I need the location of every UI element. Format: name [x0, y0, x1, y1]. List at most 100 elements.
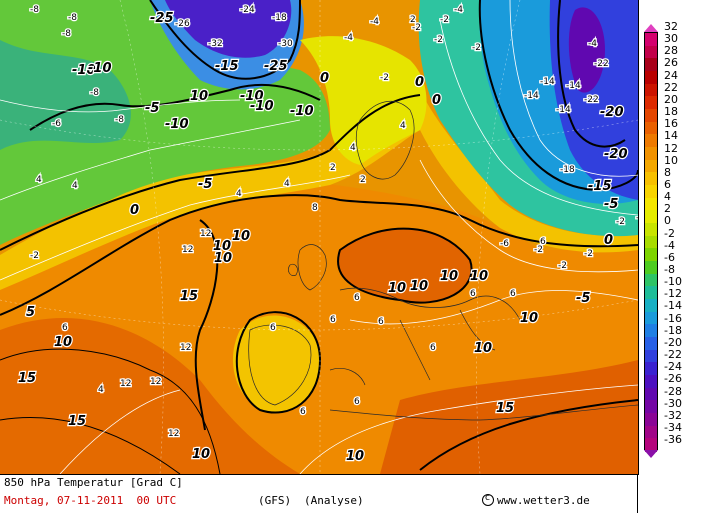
contour-label: -20: [604, 147, 628, 162]
color-scale-cell: [645, 438, 657, 452]
contour-label: 10: [214, 251, 232, 266]
color-scale-cell: [645, 362, 657, 376]
contour-label: -30: [278, 39, 293, 49]
credit-link[interactable]: www.wetter3.de: [497, 494, 590, 507]
contour-label: 10: [520, 311, 538, 326]
contour-label: -2: [472, 43, 481, 53]
contour-label: -2: [584, 249, 593, 259]
contour-label: -8: [62, 29, 71, 39]
contour-label: 6: [62, 323, 68, 333]
contour-label: -4: [454, 5, 463, 15]
scale-label: -18: [664, 323, 682, 337]
scale-label: -14: [664, 299, 682, 313]
coldest-core-russia: [568, 7, 605, 93]
warm-core-south: [380, 360, 638, 474]
product-title: 850 hPa Temperatur [Grad C]: [4, 476, 183, 489]
color-scale-cell: [645, 121, 657, 135]
valid-time: Montag, 07-11-2011 00 UTC: [4, 494, 177, 507]
color-scale-cell: [645, 185, 657, 199]
color-scale-cell: [645, 349, 657, 363]
greenland-coldest-core: [165, 0, 292, 58]
contour-label: 12: [182, 245, 193, 255]
run-type: (Analyse): [304, 494, 364, 507]
contour-label: 0: [604, 233, 613, 248]
scale-label: 12: [664, 141, 678, 155]
scale-label: -34: [664, 420, 682, 434]
copyright-icon: c: [482, 493, 494, 506]
contour-label: 2: [410, 15, 416, 25]
scale-label: 32: [664, 20, 678, 33]
contour-label: 2: [360, 175, 366, 185]
contour-label: -2: [616, 217, 625, 227]
contour-label: -14: [524, 91, 539, 101]
scale-label: 14: [664, 129, 678, 143]
scale-label: -6: [664, 250, 675, 264]
color-scale-cell: [645, 33, 657, 47]
copyright-symbol: c: [485, 493, 490, 503]
contour-label: -10: [240, 89, 264, 104]
contour-label: -18: [560, 165, 575, 175]
scale-label: -32: [664, 408, 682, 422]
contour-label: 10: [190, 89, 208, 104]
contour-label: 6: [470, 289, 476, 299]
color-scale-cell: [645, 311, 657, 325]
contour-label: 4: [236, 189, 242, 199]
scale-label: 18: [664, 105, 678, 119]
contour-label: 12: [120, 379, 131, 389]
contour-label: 15: [18, 371, 36, 386]
contour-label: -10: [250, 99, 274, 114]
color-scale-cell: [645, 248, 657, 262]
scale-label: -10: [664, 275, 682, 289]
scale-label: -22: [664, 348, 682, 362]
contour-label: 15: [180, 289, 198, 304]
scale-label: -20: [664, 335, 682, 349]
scale-label: 4: [664, 190, 671, 204]
scale-label: 6: [664, 177, 671, 191]
scale-max-arrow: [644, 24, 658, 32]
color-scale-cell: [645, 210, 657, 224]
cold-pool-atlantic: [0, 40, 131, 150]
contour-label: -8: [68, 13, 77, 23]
color-scale-cell: [645, 197, 657, 211]
scale-label: -4: [664, 238, 675, 252]
contour-label: 12: [180, 343, 191, 353]
color-scale-cell: [645, 375, 657, 389]
color-scale-cell: [645, 324, 657, 338]
contour-label: -2: [440, 15, 449, 25]
scale-label: 10: [664, 153, 678, 167]
scale-label: 20: [664, 92, 678, 106]
contour-label: -5: [145, 101, 159, 116]
contour-label: 0: [130, 203, 139, 218]
contour-label: 4: [400, 121, 406, 131]
contour-label: 6: [270, 323, 276, 333]
contour-label: -5: [604, 197, 618, 212]
contour-label: 10: [440, 269, 458, 284]
contour-label: -5: [576, 291, 590, 306]
contour-label: -25: [264, 59, 288, 74]
scale-label: 24: [664, 68, 678, 82]
contour-label: 6: [378, 317, 384, 327]
scale-label: -12: [664, 287, 682, 301]
contour-label: -2: [30, 251, 39, 261]
color-scale-cell: [645, 261, 657, 275]
contour-label: -8: [30, 5, 39, 15]
color-scale-cell: [645, 400, 657, 414]
contour-label: -4: [370, 17, 379, 27]
scale-label: -26: [664, 372, 682, 386]
contour-label: -22: [594, 59, 609, 69]
contour-label: 10: [54, 335, 72, 350]
contour-label: -10: [290, 104, 314, 119]
contour-label: -4: [344, 33, 353, 43]
contour-label: 4: [72, 181, 78, 191]
scale-label: -28: [664, 384, 682, 398]
contour-label: -8: [90, 88, 99, 98]
contour-label: -5: [198, 177, 212, 192]
contour-label: -6: [52, 119, 61, 129]
color-scale-cell: [645, 71, 657, 85]
contour-label: 6: [354, 293, 360, 303]
lat-lon-grid: [0, 0, 638, 474]
contour-label: 15: [68, 414, 86, 429]
contour-label: 6: [510, 289, 516, 299]
temperature-map: -8 -8 -10 -25 -26 -24 -18 -30 -32 -15 10 -10 -10 -10-…: [0, 0, 639, 475]
